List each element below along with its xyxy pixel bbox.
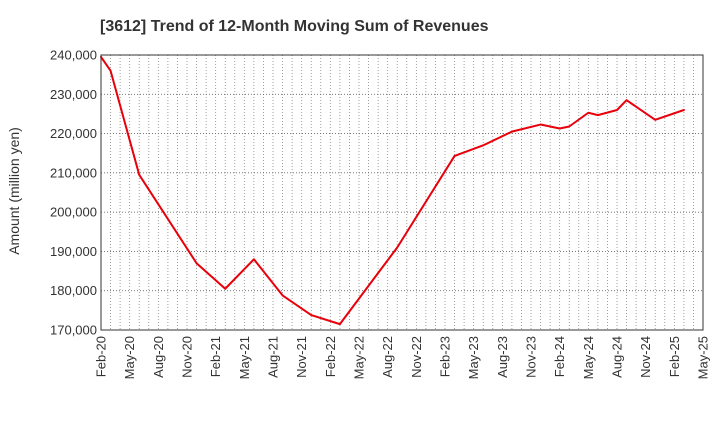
x-tick-label: Aug-24 [610, 336, 625, 378]
revenue-series-line [100, 55, 685, 326]
data-point [453, 155, 456, 157]
x-tick-label: Aug-21 [266, 336, 281, 378]
data-point [539, 123, 542, 126]
data-point [253, 258, 255, 261]
x-tick-label: Aug-20 [151, 336, 166, 378]
data-point [683, 109, 685, 111]
data-point [482, 144, 485, 147]
data-point [511, 130, 513, 133]
y-tick-label: 230,000 [50, 87, 97, 102]
data-point [558, 127, 561, 130]
x-tick-label: Nov-21 [294, 336, 309, 378]
x-tick-label: Feb-20 [94, 336, 109, 377]
data-point [587, 111, 590, 114]
x-tick-label: Aug-22 [380, 336, 395, 378]
y-tick-label: 240,000 [50, 48, 97, 63]
x-tick-label: May-25 [696, 336, 711, 379]
x-tick-label: Nov-20 [180, 336, 195, 378]
series [100, 55, 685, 326]
x-tick-label: Nov-23 [524, 336, 539, 378]
data-point [195, 262, 198, 265]
chart-title: [3612] Trend of 12-Month Moving Sum of R… [100, 18, 489, 35]
y-tick-label: 170,000 [50, 323, 97, 338]
x-tick-label: May-23 [466, 336, 481, 379]
x-tick-labels: Feb-20 May-20 Aug-20 Nov-20 Feb-21 May-21 Aug-… [94, 336, 711, 379]
x-tick-label: Feb-23 [438, 336, 453, 377]
plot-frame [100, 54, 704, 331]
y-tick-labels: 170,000 180,000 190,000 200,000 210,000 220,0… [50, 48, 97, 338]
x-tick-label: Feb-24 [552, 336, 567, 377]
x-tick-label: May-24 [581, 336, 596, 379]
data-point [224, 287, 227, 290]
data-point [625, 99, 628, 101]
data-point [281, 294, 284, 297]
data-point [396, 246, 399, 249]
y-tick-label: 190,000 [50, 244, 97, 259]
x-tick-label: Feb-25 [667, 336, 682, 377]
data-point [568, 125, 571, 128]
y-tick-label: 180,000 [50, 283, 97, 298]
data-point [138, 174, 141, 176]
y-tick-label: 220,000 [50, 126, 97, 141]
data-point [310, 314, 313, 316]
x-tick-label: May-22 [352, 336, 367, 379]
data-point [109, 69, 112, 72]
x-tick-label: Nov-22 [409, 336, 424, 378]
x-tick-label: Feb-21 [208, 336, 223, 377]
data-point [654, 119, 657, 121]
y-tick-label: 200,000 [50, 205, 97, 220]
x-tick-label: May-21 [237, 336, 252, 379]
x-tick-label: Feb-22 [323, 336, 338, 377]
data-point [616, 109, 618, 111]
data-point [339, 323, 341, 325]
grid [101, 54, 703, 330]
x-tick-label: May-20 [122, 336, 137, 379]
y-tick-label: 210,000 [50, 165, 97, 180]
data-point [597, 114, 599, 116]
y-axis-label: Amount (million yen) [6, 127, 22, 255]
x-tick-label: Nov-24 [638, 336, 653, 378]
x-tick-label: Aug-23 [495, 336, 510, 378]
